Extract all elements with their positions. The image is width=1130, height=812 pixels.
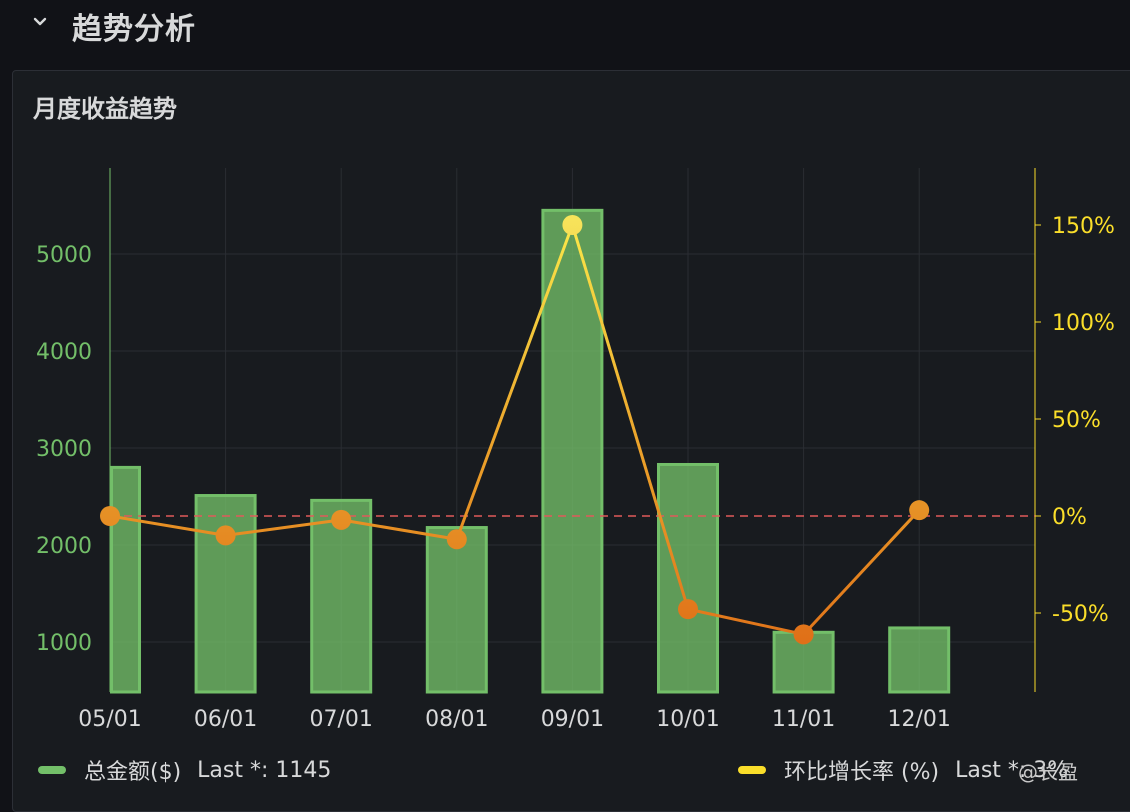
legend-label-growth: 环比增长率 (%) xyxy=(784,760,940,785)
growth-point xyxy=(678,599,698,620)
y-left-tick-label: 3000 xyxy=(36,437,92,462)
x-tick-label: 09/01 xyxy=(541,707,604,732)
y-left-tick-label: 5000 xyxy=(36,243,92,268)
growth-point xyxy=(793,624,814,645)
bar-total xyxy=(425,526,488,694)
row-header[interactable]: 趋势分析 xyxy=(0,0,1130,60)
x-tick-label: 08/01 xyxy=(425,707,488,732)
growth-point xyxy=(909,500,930,521)
row-title: 趋势分析 xyxy=(72,12,196,47)
legend-swatch-total xyxy=(38,766,66,774)
x-tick-label: 05/01 xyxy=(78,707,141,732)
legend-last-growth: Last *: 3% xyxy=(955,757,1069,783)
growth-point xyxy=(100,506,120,526)
legend-swatch-growth xyxy=(738,766,766,774)
bar-total xyxy=(194,494,257,694)
chart-svg: 1000 2000 3000 4000 5000 -50% 0% 50% 100% 150% 05/… xyxy=(36,168,1115,732)
legend-item-total[interactable]: 总金额($) Last *: 1145 xyxy=(38,754,331,786)
y-right-tick-label: 0% xyxy=(1052,505,1087,530)
y-left-tick-label: 2000 xyxy=(36,534,92,559)
y-right-tick-label: 50% xyxy=(1052,408,1101,433)
y-right-tick-label: -50% xyxy=(1052,602,1109,627)
bar-total xyxy=(657,462,719,694)
bar-total xyxy=(310,498,373,694)
x-tick-label: 06/01 xyxy=(194,707,257,732)
growth-point xyxy=(215,525,236,546)
legend-last-total: Last *: 1145 xyxy=(197,757,332,783)
chevron-down-icon[interactable] xyxy=(30,12,50,32)
growth-line xyxy=(109,223,921,636)
bar-total xyxy=(888,626,951,694)
growth-point xyxy=(331,509,352,530)
growth-point xyxy=(562,215,583,235)
x-tick-label: 07/01 xyxy=(309,707,372,732)
y-right-tick-label: 150% xyxy=(1052,214,1115,239)
legend-label-total: 总金额($) xyxy=(84,760,182,785)
panel-title[interactable]: 月度收益趋势 xyxy=(33,95,177,123)
watermark: @长盈 xyxy=(1018,756,1078,785)
x-tick-label: 10/01 xyxy=(656,707,719,732)
bar-total xyxy=(110,465,141,694)
y-right-tick-label: 100% xyxy=(1052,311,1115,336)
x-tick-label: 11/01 xyxy=(772,707,835,732)
legend-item-growth[interactable]: 环比增长率 (%) Last *: 3% xyxy=(738,754,1068,786)
watermark-text: @长盈 xyxy=(1018,760,1078,784)
growth-point xyxy=(446,529,467,550)
y-left-tick-label: 4000 xyxy=(36,340,92,365)
x-tick-label: 12/01 xyxy=(887,707,950,732)
y-left-tick-label: 1000 xyxy=(36,631,92,656)
